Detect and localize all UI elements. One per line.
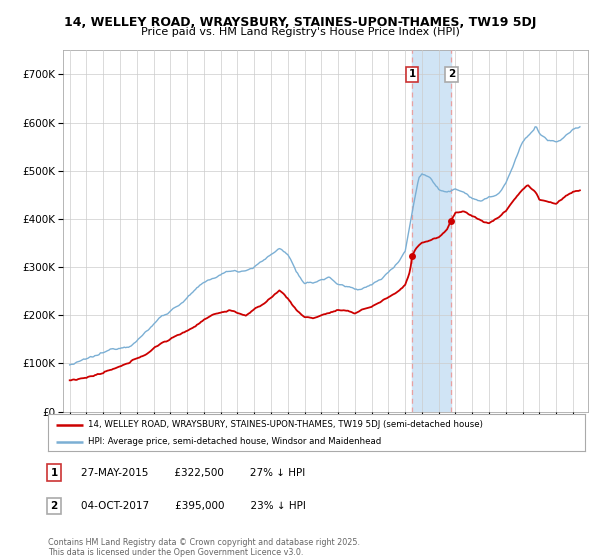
Text: 14, WELLEY ROAD, WRAYSBURY, STAINES-UPON-THAMES, TW19 5DJ: 14, WELLEY ROAD, WRAYSBURY, STAINES-UPON… — [64, 16, 536, 29]
Text: 1: 1 — [409, 69, 416, 80]
Text: Price paid vs. HM Land Registry's House Price Index (HPI): Price paid vs. HM Land Registry's House … — [140, 27, 460, 37]
Text: 1: 1 — [50, 468, 58, 478]
Text: Contains HM Land Registry data © Crown copyright and database right 2025.
This d: Contains HM Land Registry data © Crown c… — [48, 538, 360, 557]
Text: 2: 2 — [448, 69, 455, 80]
Text: 27-MAY-2015        £322,500        27% ↓ HPI: 27-MAY-2015 £322,500 27% ↓ HPI — [81, 468, 305, 478]
Text: HPI: Average price, semi-detached house, Windsor and Maidenhead: HPI: Average price, semi-detached house,… — [88, 437, 382, 446]
Text: 04-OCT-2017        £395,000        23% ↓ HPI: 04-OCT-2017 £395,000 23% ↓ HPI — [81, 501, 306, 511]
Bar — [412, 50, 451, 412]
Text: 14, WELLEY ROAD, WRAYSBURY, STAINES-UPON-THAMES, TW19 5DJ (semi-detached house): 14, WELLEY ROAD, WRAYSBURY, STAINES-UPON… — [88, 420, 483, 429]
Text: 2: 2 — [50, 501, 58, 511]
